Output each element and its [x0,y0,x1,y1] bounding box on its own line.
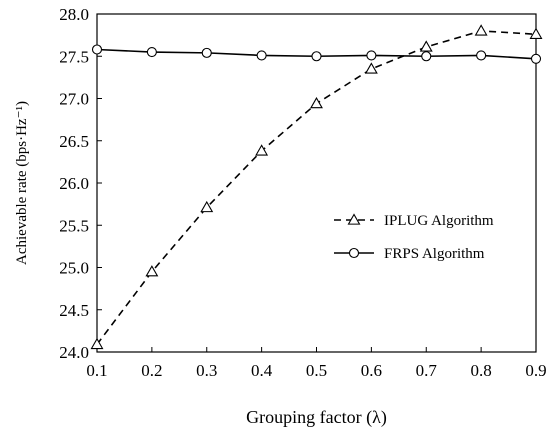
x-axis-ticks: 0.1 0.2 0.3 0.4 0.5 0.6 0.7 0.8 0.9 [86,347,547,380]
y-tick-label: 24.5 [59,301,89,320]
legend-item: FRPS Algorithm [334,246,485,262]
data-point [366,50,377,61]
series-iplug [90,24,543,350]
y-tick-label: 27.5 [59,47,89,66]
legend-marker [348,247,360,259]
data-point [310,96,323,109]
data-point [476,50,487,61]
y-tick-label: 27.0 [59,90,89,109]
series-line [96,30,537,345]
series-frps [91,44,542,64]
x-tick-label: 0.3 [196,361,217,380]
x-tick-label: 0.5 [306,361,327,380]
data-point [530,53,542,64]
x-tick-label: 0.1 [86,361,107,380]
data-point [201,47,212,58]
data-point [255,144,269,156]
plot-area [96,13,537,353]
legend-item: IPLUG Algorithm [334,213,494,229]
x-tick-label: 0.8 [471,361,492,380]
data-point [421,51,432,62]
data-point [145,265,159,277]
plot-frame [96,13,537,353]
y-axis-label: Achievable rate (bps·Hz⁻¹) [14,101,30,265]
data-point [474,24,488,36]
x-tick-label: 0.4 [251,361,273,380]
y-tick-label: 25.5 [59,216,89,235]
data-point [91,44,103,55]
data-point [419,40,433,52]
y-tick-label: 25.0 [59,259,89,278]
data-point [311,51,322,62]
data-point [200,200,214,213]
y-tick-label: 26.5 [59,132,89,151]
legend: IPLUG Algorithm FRPS Algorithm [334,213,494,262]
y-tick-label: 26.0 [59,174,89,193]
x-tick-label: 0.9 [525,361,546,380]
y-tick-label: 24.0 [59,343,89,362]
data-point [364,62,378,74]
legend-marker [347,213,361,225]
x-tick-label: 0.6 [361,361,382,380]
series-layer [90,24,543,350]
x-axis-label: Grouping factor (λ) [246,407,387,428]
data-point [256,50,267,61]
y-axis-ticks: 24.0 24.5 25.0 25.5 26.0 26.5 27.0 27.5 28.0 [59,5,102,362]
legend-label: IPLUG Algorithm [384,213,494,229]
data-point [146,46,157,58]
x-tick-label: 0.2 [141,361,162,380]
x-tick-label: 0.7 [416,361,438,380]
data-point [529,27,543,39]
legend-label: FRPS Algorithm [384,246,485,262]
y-tick-label: 28.0 [59,5,89,24]
data-point [90,337,104,350]
